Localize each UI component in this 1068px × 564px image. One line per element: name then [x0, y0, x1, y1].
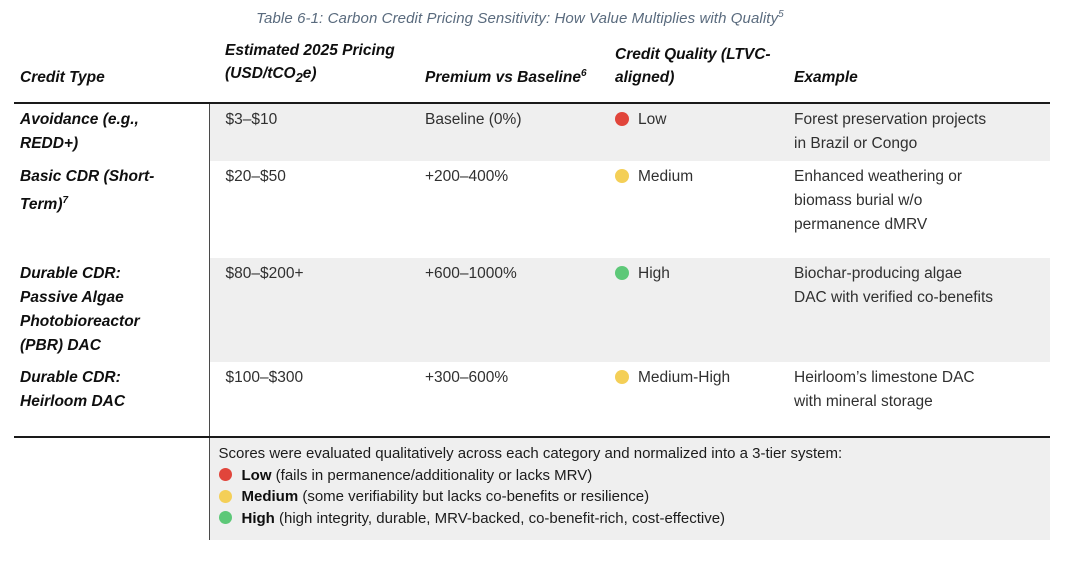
document-page: Table 6-1: Carbon Credit Pricing Sensiti… [0, 9, 1068, 564]
co2-subscript: 2 [295, 70, 303, 86]
legend-spacer-cell [14, 436, 210, 541]
quality-medium-dot-icon [615, 168, 629, 183]
premium-footnote: 6 [580, 67, 587, 79]
table-title-footnote: 5 [778, 9, 784, 20]
legend-item-low: Low (fails in permanence/additionality o… [218, 465, 1041, 487]
credit-type-cell: Durable CDR: Passive Algae Photobioreact… [14, 258, 210, 363]
carbon-credit-pricing-table: Credit Type Estimated 2025 Pricing (USD/… [14, 39, 1050, 541]
quality-medium-high-dot-icon [615, 369, 629, 384]
quality-label: Medium-High [638, 369, 731, 387]
table-row-pbr-dac: Durable CDR: Passive Algae Photobioreact… [14, 258, 1050, 363]
legend-intro: Scores were evaluated qualitatively acro… [218, 445, 843, 463]
quality-cell: High [604, 258, 790, 363]
table-row-heirloom-dac: Durable CDR: Heirloom DAC $100–$300 +300… [14, 362, 1050, 438]
quality-label: Medium [638, 168, 694, 186]
quality-low-dot-icon [615, 111, 629, 126]
quality-cell: Medium [604, 161, 790, 258]
table-title-text: Table 6-1: Carbon Credit Pricing Sensiti… [256, 10, 779, 27]
premium-cell: Baseline (0%) [424, 103, 604, 162]
quality-label: High [638, 265, 670, 283]
premium-cell: +600–1000% [424, 258, 604, 363]
table-row-avoidance: Avoidance (e.g., REDD+) $3–$10 Baseline … [14, 103, 1050, 162]
legend-row: Scores were evaluated qualitatively acro… [14, 436, 1050, 541]
table-title: Table 6-1: Carbon Credit Pricing Sensiti… [0, 9, 1040, 27]
quality-label: Low [638, 111, 667, 129]
legend-item-medium: Medium (some verifiability but lacks co-… [218, 486, 1041, 508]
column-header-pricing: Estimated 2025 Pricing (USD/tCO2e) [209, 39, 424, 105]
pricing-cell: $80–$200+ [209, 258, 424, 363]
legend-medium-dot-icon [218, 489, 232, 503]
example-cell: Forest preservation projects in Brazil o… [790, 103, 1050, 162]
column-header-credit-type: Credit Type [14, 39, 209, 105]
credit-type-cell: Basic CDR (Short-Term)7 [14, 161, 210, 259]
pricing-cell: $100–$300 [225, 369, 304, 387]
quality-cell: Low [604, 103, 790, 162]
table-header-row: Credit Type Estimated 2025 Pricing (USD/… [14, 39, 1050, 105]
quality-high-dot-icon [615, 265, 629, 280]
legend-cell: Scores were evaluated qualitatively acro… [209, 436, 1050, 541]
premium-cell: +200–400% [425, 168, 509, 186]
column-header-premium: Premium vs Baseline6 [424, 39, 604, 105]
example-cell: Biochar-producing algae DAC with verifie… [790, 258, 1050, 363]
legend-low-dot-icon [218, 468, 232, 482]
column-header-quality: Credit Quality (LTVC-aligned) [604, 39, 790, 105]
table-row-basic-cdr: Basic CDR (Short-Term)7 $20–$50 +200–400… [14, 161, 1050, 259]
legend-high-dot-icon [218, 511, 232, 525]
example-cell: Heirloom’s limestone DAC with mineral st… [794, 369, 975, 411]
column-header-example: Example [790, 39, 1050, 105]
quality-cell: Medium-High [604, 362, 790, 437]
premium-cell: +300–600% [425, 369, 509, 387]
credit-type-footnote: 7 [62, 195, 69, 207]
pricing-cell: $3–$10 [209, 103, 424, 162]
pricing-cell: $20–$50 [225, 168, 286, 186]
legend-item-high: High (high integrity, durable, MRV-backe… [218, 508, 1041, 530]
credit-type-cell: Durable CDR: Heirloom DAC [14, 362, 210, 438]
credit-type-cell: Avoidance (e.g., REDD+) [14, 103, 210, 162]
example-cell: Enhanced weathering or biomass burial w/… [794, 168, 963, 234]
